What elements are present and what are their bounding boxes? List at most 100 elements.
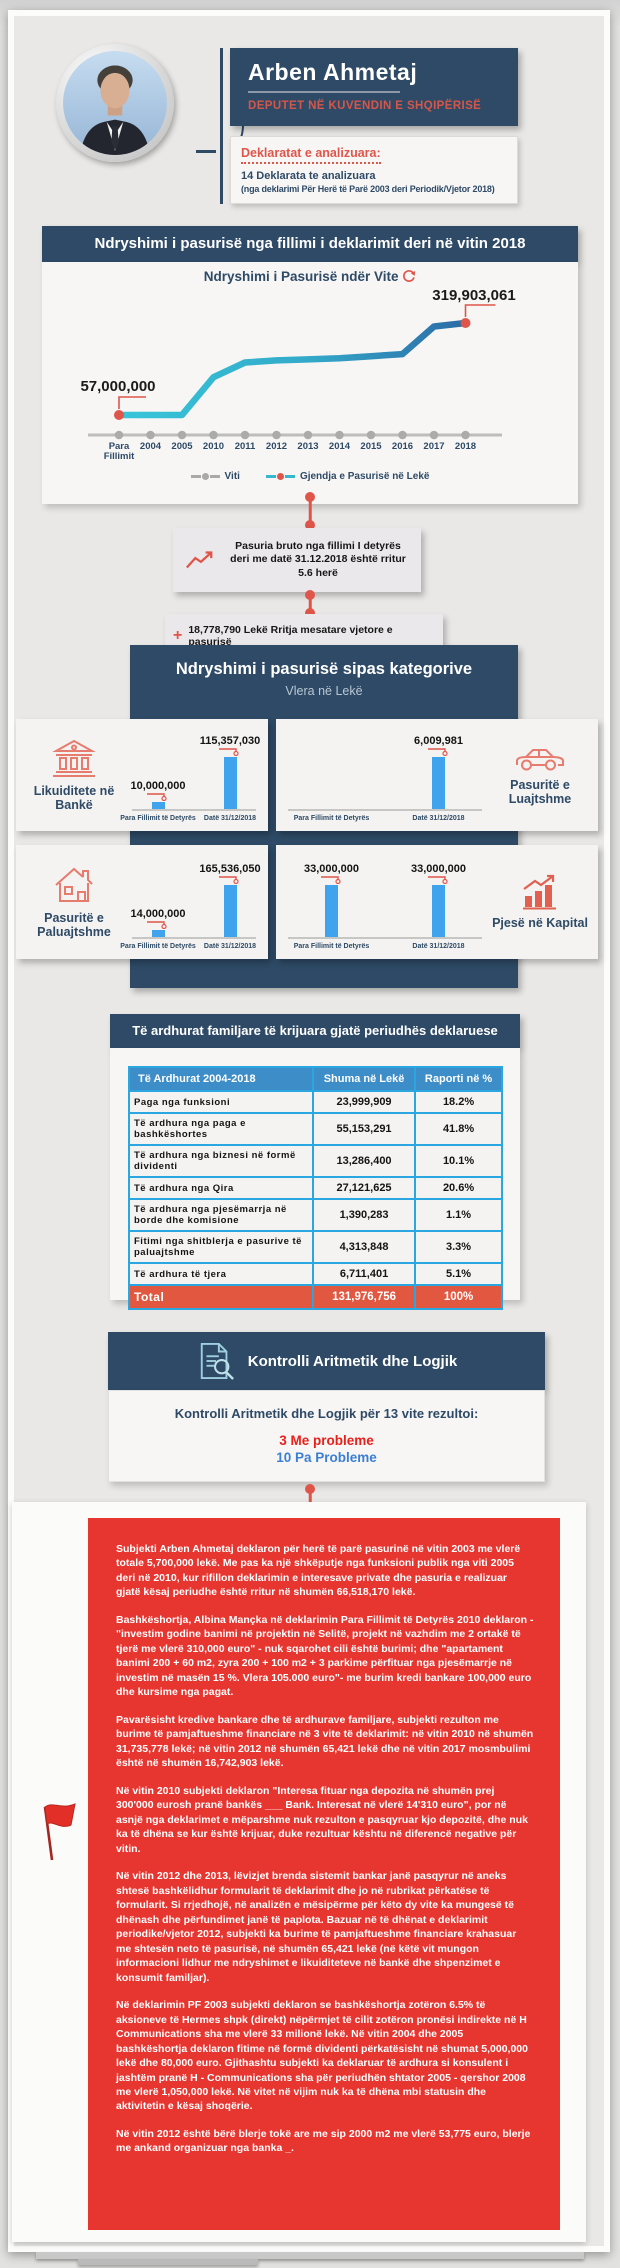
value-leader xyxy=(219,748,239,756)
table-total-row: Total 131,976,756 100% xyxy=(128,1284,503,1310)
axis-tick-dot xyxy=(303,430,313,440)
capital-chart-icon xyxy=(523,874,556,910)
income-category-cell: Të ardhura nga paga e bashkëshortes xyxy=(128,1112,314,1146)
bar-after xyxy=(223,757,237,809)
declarations-box: Deklaratat e analizuara: 14 Deklarata te… xyxy=(230,136,518,204)
control-section-header: Kontrolli Aritmetik dhe Logjik xyxy=(108,1332,545,1390)
finding-paragraph: Subjekti Arben Ahmetaj deklaron për herë… xyxy=(116,1543,521,1599)
mini-axis xyxy=(288,809,482,811)
categories-title: Ndryshimi i pasurisë sipas kategorive xyxy=(175,660,473,678)
mini-axis xyxy=(132,809,256,811)
table-row: Të ardhura nga pjesëmarrja në borde dhe … xyxy=(128,1198,503,1232)
wealth-section-header: Ndryshimi i pasurisë nga fillimi i dekla… xyxy=(42,226,578,262)
declarations-count: 14 Deklarata te analizuara xyxy=(241,170,376,182)
car-icon xyxy=(516,748,564,771)
bar-group-before: 14,000,000 Para Fillimit të Detyrës xyxy=(120,908,196,950)
bar-before xyxy=(151,802,165,809)
connector xyxy=(305,492,315,530)
bar-before xyxy=(325,885,338,937)
bar-group-before: Para Fillimit të Detyrës xyxy=(293,815,370,822)
axis-tick-dot xyxy=(461,430,470,440)
finding-paragraph: Në vitin 2010 subjekti deklaron "Interes… xyxy=(116,1784,528,1855)
decorative-tick xyxy=(196,150,216,153)
x-axis-dots xyxy=(114,430,470,440)
amount-cell: 10.1% xyxy=(414,1144,503,1178)
amount-cell: 131,976,756 xyxy=(311,1284,417,1310)
house-icon xyxy=(55,867,93,902)
subject-name: Arben Ahmetaj xyxy=(248,59,418,85)
x-tick-label: 2018 xyxy=(454,441,477,452)
finding-paragraph: Pavarësisht kredive bankare dhe të ardhu… xyxy=(116,1713,534,1770)
bank-bar-chart: 10,000,000 Para Fillimit të Detyrës 115,… xyxy=(120,724,262,826)
amount-cell: 20.6% xyxy=(414,1176,503,1200)
x-tick-label: 2017 xyxy=(423,441,445,452)
amount-cell: 4,313,848 xyxy=(311,1230,417,1264)
income-category-cell: Të ardhura të tjera xyxy=(128,1262,314,1286)
x-tick-label: 2004 xyxy=(139,441,162,452)
x-tick-label: 2013 xyxy=(297,441,319,452)
end-leader-line xyxy=(464,304,496,317)
value-leader xyxy=(147,793,167,801)
category-label: Likuiditete në Bankë xyxy=(33,783,115,812)
value-leader xyxy=(320,876,341,884)
category-card-real-estate: Pasuritë e Paluajtshme 14,000,000 Para F… xyxy=(16,845,268,959)
bar-group-after: 33,000,000 Datë 31/12/2018 xyxy=(410,863,467,950)
legend-item-pasuria: Gjendja e Pasurisë në Lekë xyxy=(265,471,429,482)
category-label: Pasuritë e Paluajtshme xyxy=(37,910,111,939)
findings-red-panel: Subjekti Arben Ahmetaj deklaron për herë… xyxy=(88,1518,560,2230)
table-row: Të ardhura nga Qira 27,121,625 20.6% xyxy=(128,1176,503,1200)
amount-cell: 1.1% xyxy=(414,1198,503,1232)
start-leader-line xyxy=(118,396,146,409)
table-header-row: Të Ardhurat 2004-2018 Shuma në Lekë Rapo… xyxy=(128,1066,503,1092)
declarations-range: (nga deklarimi Për Herë të Parë 2003 der… xyxy=(241,184,495,194)
declarations-label: Deklaratat e analizuara: xyxy=(241,146,381,164)
finding-paragraph: Në vitin 2012 dhe 2013, lëvizjet brenda … xyxy=(116,1870,517,1984)
avatar xyxy=(63,51,167,155)
name-banner: Arben Ahmetaj DEPUTET NË KUVENDIN E SHQI… xyxy=(230,48,518,126)
amount-cell: 5.1% xyxy=(414,1262,503,1286)
x-tick-label: Para Fillimit xyxy=(103,441,135,463)
finding-paragraph: Në vitin 2012 është bërë blerje tokë are… xyxy=(116,2127,531,2155)
category-label: Pasuritë e Luajtshme xyxy=(508,777,572,806)
amount-cell: 18.2% xyxy=(414,1090,503,1114)
income-category-cell: Fitimi nga shitblerja e pasurive të palu… xyxy=(128,1230,314,1264)
viti-marker xyxy=(190,473,220,480)
end-point-marker xyxy=(460,318,471,328)
axis-tick-dot xyxy=(240,430,250,440)
table-row: Paga nga funksioni 23,999,909 18.2% xyxy=(128,1090,503,1114)
control-result-panel: Kontrolli Aritmetik dhe Logjik për 13 vi… xyxy=(108,1390,545,1482)
x-tick-label: 2014 xyxy=(328,441,351,452)
category-label: Pjesë në Kapital xyxy=(492,915,588,930)
audit-document-icon xyxy=(200,1342,234,1380)
mini-axis xyxy=(132,937,256,939)
control-title: Kontrolli Aritmetik dhe Logjik xyxy=(247,1352,458,1370)
chart-legend: Viti Gjendja e Pasurisë në Lekë xyxy=(42,471,578,482)
column-header: Raporti në % xyxy=(414,1066,503,1092)
page-shadow-step xyxy=(78,2259,258,2265)
income-category-cell: Të ardhura nga biznesi në formë divident… xyxy=(128,1144,314,1178)
amount-cell: 13,286,400 xyxy=(311,1144,417,1178)
category-card-capital: 33,000,000 Para Fillimit të Detyrës 33,0… xyxy=(276,845,598,959)
axis-tick-dot xyxy=(429,430,439,440)
value-leader xyxy=(147,921,167,929)
category-card-vehicles: Para Fillimit të Detyrës 6,009,981 Datë … xyxy=(276,719,598,831)
page-shadow-step xyxy=(36,2252,584,2259)
amount-cell: 55,153,291 xyxy=(311,1112,417,1146)
plus-icon: + xyxy=(173,627,183,644)
wealth-line-chart xyxy=(88,304,502,440)
start-value-label: 57,000,000 xyxy=(80,378,156,395)
income-category-cell: Paga nga funksioni xyxy=(128,1090,314,1114)
axis-tick-dot xyxy=(177,430,187,440)
mini-axis xyxy=(288,937,482,939)
bar-after xyxy=(432,885,445,937)
bar-group-after: 6,009,981 Datë 31/12/2018 xyxy=(412,735,465,822)
chart-title: Ndryshimi i Pasurisë ndër Vite xyxy=(42,269,578,284)
bar-group-before: 33,000,000 Para Fillimit të Detyrës xyxy=(293,863,370,950)
category-card-bank: Likuiditete në Bankë 10,000,000 Para Fil… xyxy=(16,719,268,831)
pasuria-marker xyxy=(265,473,295,480)
wealth-chart-panel xyxy=(42,262,578,504)
axis-tick-dot xyxy=(209,430,218,440)
control-no-problems: 10 Pa Probleme xyxy=(276,1450,377,1465)
bar-group-before: 10,000,000 Para Fillimit të Detyrës xyxy=(120,780,196,822)
amount-cell: 41.8% xyxy=(414,1112,503,1146)
